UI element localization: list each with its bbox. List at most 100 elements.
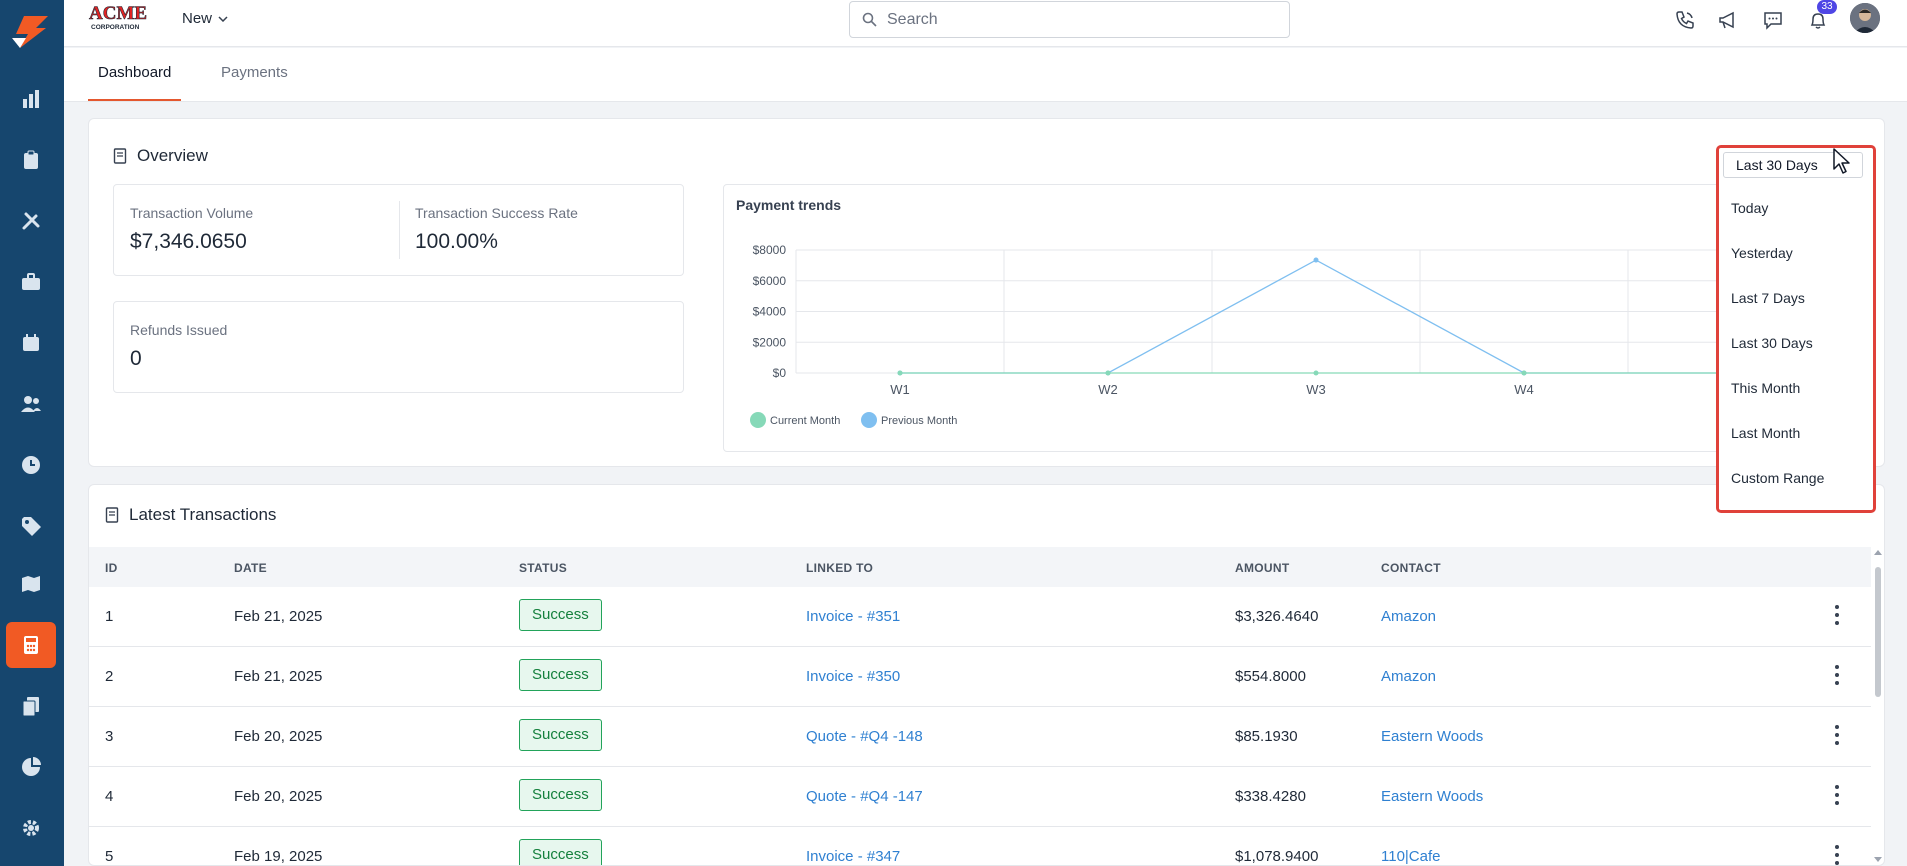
contact-link[interactable]: 110|Cafe — [1381, 848, 1441, 865]
search-icon — [862, 12, 877, 27]
date-range-dropdown[interactable]: Last 30 Days Today Yesterday Last 7 Days… — [1716, 145, 1876, 513]
chat-icon[interactable] — [1759, 6, 1787, 34]
chevron-down-icon — [218, 15, 228, 22]
range-option-last-7-days[interactable]: Last 7 Days — [1731, 290, 1805, 306]
tools-icon[interactable] — [6, 198, 56, 244]
range-option-today[interactable]: Today — [1731, 200, 1769, 216]
clock-icon[interactable] — [6, 442, 56, 488]
cell-amount: $85.1930 — [1235, 728, 1298, 745]
receipt-icon — [113, 148, 127, 164]
tag-icon[interactable] — [6, 503, 56, 549]
phone-icon[interactable] — [1671, 6, 1699, 34]
bar-chart-icon[interactable] — [6, 76, 56, 122]
row-menu-icon[interactable] — [1834, 845, 1840, 865]
row-menu-icon[interactable] — [1834, 785, 1840, 805]
range-option-last-30-days[interactable]: Last 30 Days — [1731, 335, 1813, 351]
linked-document-link[interactable]: Quote - #Q4 -148 — [806, 728, 923, 745]
range-option-yesterday[interactable]: Yesterday — [1731, 245, 1793, 261]
stat-divider — [399, 201, 400, 259]
row-menu-icon[interactable] — [1834, 605, 1840, 625]
row-menu-icon[interactable] — [1834, 725, 1840, 745]
x-tick-label: W1 — [890, 382, 910, 397]
notification-badge: 33 — [1817, 0, 1837, 14]
chart-title: Payment trends — [736, 197, 842, 213]
row-menu-icon[interactable] — [1834, 665, 1840, 685]
data-point — [1313, 370, 1319, 376]
refunds-value: 0 — [130, 347, 142, 370]
brand-logo[interactable]: ACME CORPORATION — [88, 2, 160, 32]
pie-chart-icon[interactable] — [6, 744, 56, 790]
status-badge: Success — [519, 719, 602, 751]
sidebar — [0, 0, 64, 866]
cell-id: 2 — [105, 668, 114, 685]
cell-id: 1 — [105, 608, 114, 625]
contact-link[interactable]: Amazon — [1381, 608, 1437, 625]
table-row[interactable]: 3 Feb 20, 2025 Success Quote - #Q4 -148 … — [89, 707, 1871, 767]
search-input[interactable] — [887, 10, 1267, 29]
brand-subtitle: CORPORATION — [91, 24, 140, 31]
linked-document-link[interactable]: Invoice - #350 — [806, 668, 901, 685]
tab-payments[interactable]: Payments — [221, 64, 288, 81]
range-option-last-month[interactable]: Last Month — [1731, 425, 1801, 441]
linked-document-link[interactable]: Invoice - #351 — [806, 608, 901, 625]
cell-amount: $554.8000 — [1235, 668, 1306, 685]
transaction-volume-label: Transaction Volume — [130, 205, 254, 221]
data-point — [1521, 370, 1527, 376]
scroll-down-icon[interactable] — [1872, 855, 1884, 865]
gear-icon[interactable] — [6, 805, 56, 851]
table-row[interactable]: 4 Feb 20, 2025 Success Quote - #Q4 -147 … — [89, 767, 1871, 827]
brand-name: ACME — [89, 3, 147, 24]
refunds-box: Refunds Issued 0 — [113, 301, 684, 393]
mouse-cursor-icon — [1833, 148, 1850, 174]
y-tick-label: $0 — [773, 366, 787, 380]
legend-label: Previous Month — [881, 415, 957, 427]
range-option-this-month[interactable]: This Month — [1731, 380, 1801, 396]
calendar-icon[interactable] — [6, 320, 56, 366]
data-point — [897, 370, 903, 376]
table-scrollbar[interactable] — [1872, 547, 1884, 865]
app-logo-icon[interactable] — [6, 8, 58, 54]
scroll-up-icon[interactable] — [1872, 547, 1884, 557]
scroll-thumb[interactable] — [1875, 567, 1881, 697]
transaction-volume-value: $7,346.0650 — [130, 230, 247, 253]
payment-trends-chart: Payment trends $8000 $6000 $4000 $2000 $0 W1 W… — [723, 184, 1794, 452]
y-tick-label: $2000 — [753, 335, 787, 349]
new-dropdown-button[interactable]: New — [182, 10, 228, 27]
data-point — [1313, 257, 1319, 263]
table-row[interactable]: 1 Feb 21, 2025 Success Invoice - #351 $3… — [89, 587, 1871, 647]
legend-swatch — [861, 412, 877, 428]
refunds-label: Refunds Issued — [130, 322, 228, 338]
megaphone-icon[interactable] — [1714, 6, 1742, 34]
clipboard-icon[interactable] — [6, 137, 56, 183]
cell-id: 4 — [105, 788, 114, 805]
contact-link[interactable]: Eastern Woods — [1381, 728, 1484, 745]
search-box[interactable] — [849, 1, 1290, 38]
linked-document-link[interactable]: Quote - #Q4 -147 — [806, 788, 923, 805]
table-row[interactable]: 2 Feb 21, 2025 Success Invoice - #350 $5… — [89, 647, 1871, 707]
y-tick-label: $8000 — [753, 243, 787, 257]
legend-swatch — [750, 412, 766, 428]
cell-amount: $338.4280 — [1235, 788, 1306, 805]
avatar[interactable] — [1850, 3, 1880, 33]
data-point — [1105, 370, 1111, 376]
bell-icon[interactable] — [1804, 6, 1832, 34]
chart-canvas: $8000 $6000 $4000 $2000 $0 W1 W2 W3 W4 Current Mo… — [750, 243, 1794, 428]
contact-link[interactable]: Amazon — [1381, 668, 1437, 685]
range-option-custom-range[interactable]: Custom Range — [1731, 470, 1825, 486]
tab-dashboard[interactable]: Dashboard — [88, 64, 182, 101]
cell-date: Feb 19, 2025 — [234, 848, 323, 865]
status-badge: Success — [519, 659, 602, 691]
cell-date: Feb 20, 2025 — [234, 788, 323, 805]
legend-label: Current Month — [770, 415, 840, 427]
contact-link[interactable]: Eastern Woods — [1381, 788, 1484, 805]
x-tick-label: W2 — [1098, 382, 1118, 397]
map-icon[interactable] — [6, 561, 56, 607]
documents-icon[interactable] — [6, 683, 56, 729]
calculator-icon[interactable] — [6, 622, 56, 668]
briefcase-icon[interactable] — [6, 259, 56, 305]
col-status: STATUS — [519, 561, 568, 575]
stats-box: Transaction Volume $7,346.0650 Transacti… — [113, 184, 684, 276]
table-row[interactable]: 5 Feb 19, 2025 Success Invoice - #347 $1… — [89, 827, 1871, 865]
users-icon[interactable] — [6, 381, 56, 427]
linked-document-link[interactable]: Invoice - #347 — [806, 848, 901, 865]
